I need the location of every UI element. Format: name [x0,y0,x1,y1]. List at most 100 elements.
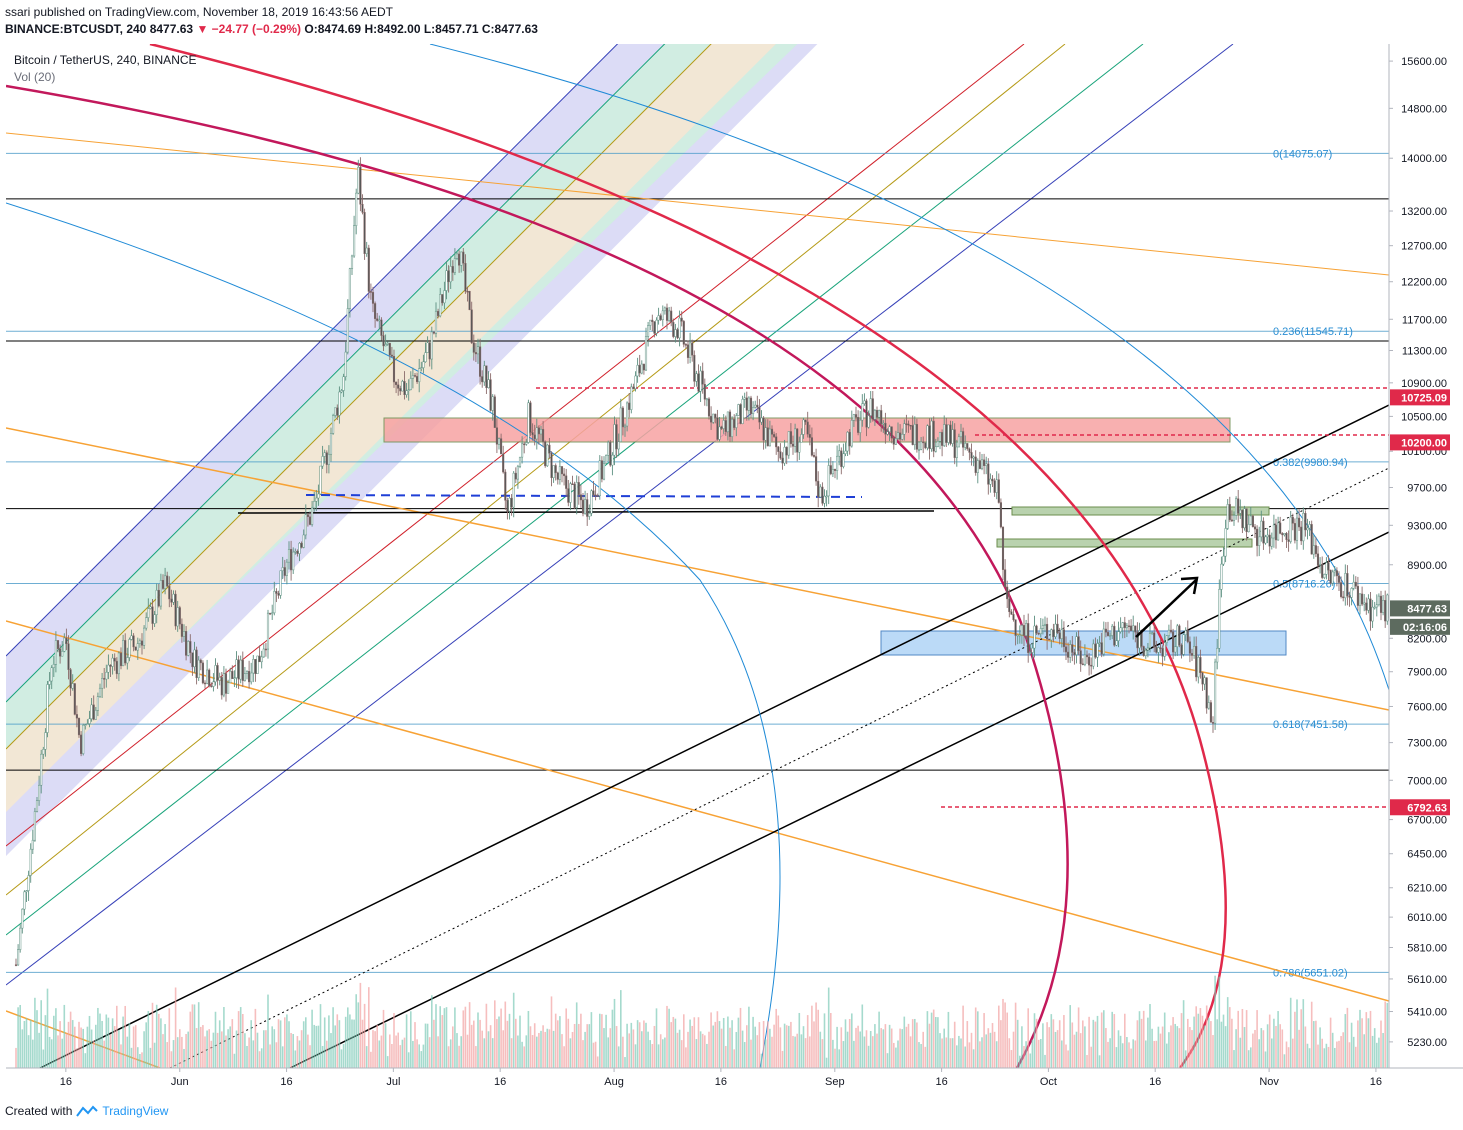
volume-bar [832,1039,834,1068]
time-axis[interactable]: 16Jun16Jul16Aug16Sep16Oct16Nov16Dec16202… [60,1068,1463,1088]
volume-bar [378,1040,381,1068]
volume-bar [691,1025,693,1068]
volume-bar [1058,1020,1061,1068]
volume-bar [101,1020,103,1068]
volume-bar [552,1030,555,1068]
volume-bar [714,1021,717,1068]
volume-bar [993,1031,996,1068]
volume-bar [809,1036,811,1068]
volume-bar [1306,1043,1309,1068]
candle-body [1018,634,1021,637]
chart-legend-volume: Vol (20) [14,70,55,84]
volume-bar [1247,1050,1250,1068]
candle-body [1209,702,1212,723]
candle-body [802,419,805,435]
volume-bar [861,1004,864,1068]
volume-bar [987,1028,990,1068]
volume-bar [44,1015,47,1068]
candle-body [401,381,404,392]
candle-body [174,593,177,627]
candle-body [65,637,68,645]
volume-bar [193,1004,196,1068]
candle-body [567,488,570,503]
volume-bar [95,1024,97,1068]
fib-level-label: 0.382(9980.94) [1273,457,1348,469]
price-tick-label: 6010.00 [1407,912,1447,924]
candle-body [489,379,492,411]
volume-bar [200,1026,202,1068]
volume-bar [359,982,362,1068]
time-tick-label: Nov [1259,1076,1279,1088]
volume-bar [876,1033,878,1068]
volume-bar [1266,1024,1269,1068]
volume-bar [246,1045,248,1068]
time-tick-label: 16 [1149,1076,1161,1088]
volume-bar [1147,1017,1149,1068]
volume-bar [968,1042,971,1068]
candle-body [689,342,692,358]
candle-body [300,542,303,548]
volume-bar [554,1013,557,1068]
volume-bar [1210,1021,1212,1068]
candle-body [720,426,723,429]
price-axis[interactable]: 15600.00 14800.00 14000.00 13200.00 12700.00… [1389,56,1447,1049]
volume-bar [191,1004,194,1068]
candle-body [762,417,765,441]
volume-bar [754,1026,756,1068]
volume-bar [922,1031,924,1068]
volume-bar [981,1037,983,1068]
candle-body [1285,533,1288,540]
volume-bar [599,1013,601,1068]
candle-body [308,516,312,525]
candle-body [560,466,564,475]
volume-bar [242,1014,244,1068]
volume-bar [1140,1018,1143,1068]
candle-body [521,443,524,458]
candle-body [657,315,660,321]
candle-body [59,648,62,657]
volume-bar [416,1039,418,1068]
candle-body [699,370,702,392]
volume-bar [422,1044,425,1068]
volume-bar [424,1023,427,1068]
candle-body [1377,595,1380,606]
candle-body [134,646,137,651]
candle-body [1363,602,1366,605]
candle-body [817,480,820,498]
volume-bar [443,1008,446,1068]
volume-bar [500,1008,502,1068]
candle-body [584,499,587,514]
candle-body [1125,625,1128,629]
volume-bar [130,1047,133,1068]
volume-bar [1004,1002,1006,1068]
volume-bar [128,1022,131,1068]
volume-bar [1006,1012,1008,1068]
candle-body [647,325,650,337]
volume-bar [107,1017,110,1068]
volume-bar [517,1035,519,1068]
candle-body [823,495,826,504]
candle-body [1123,622,1126,629]
ohlc-close: C:8477.63 [481,22,538,36]
volume-bar [40,1000,42,1068]
volume-bar [716,1011,719,1068]
candle-body [222,673,225,696]
price-label-text: 8477.63 [1407,603,1447,615]
candle-body [313,501,316,509]
volume-bar [126,1036,129,1068]
candle-body [302,534,305,548]
candle-body [724,420,727,432]
forecast-arrow [1135,576,1199,638]
volume-bar [928,1023,931,1068]
volume-bar [195,1028,198,1068]
candle-body [355,192,358,226]
volume-bar [1071,1022,1074,1068]
candle-body [546,444,549,467]
candle-body [237,659,240,680]
price-chart[interactable]: 0(14075.07) 0.236(11545.71) 0.382(9980.94)… [0,0,1463,1100]
candle-body [73,683,76,715]
volume-bar [1258,1039,1260,1068]
volume-bar [1281,1029,1284,1068]
candle-body [1251,515,1254,527]
volume-bar [937,1017,939,1068]
